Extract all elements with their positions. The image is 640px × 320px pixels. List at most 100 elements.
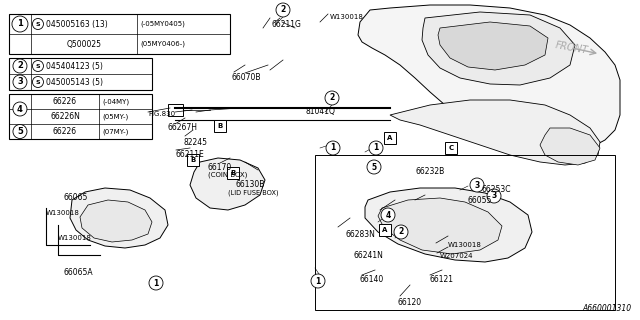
Text: B: B xyxy=(230,170,236,176)
Text: 66121: 66121 xyxy=(430,275,454,284)
Text: 66065A: 66065A xyxy=(64,268,93,277)
Text: (05MY0406-): (05MY0406-) xyxy=(140,41,185,47)
Text: 3: 3 xyxy=(17,77,23,86)
Text: A: A xyxy=(382,227,388,233)
Text: 66226N: 66226N xyxy=(50,112,80,121)
Text: 66226: 66226 xyxy=(53,97,77,106)
Text: 1: 1 xyxy=(17,20,23,28)
FancyBboxPatch shape xyxy=(379,224,391,236)
Text: B: B xyxy=(218,123,223,129)
Text: 1: 1 xyxy=(373,143,379,153)
Circle shape xyxy=(381,208,395,222)
Text: W130018: W130018 xyxy=(58,235,92,241)
FancyBboxPatch shape xyxy=(445,142,457,154)
Text: (COIN BOX): (COIN BOX) xyxy=(208,172,248,179)
Text: A: A xyxy=(387,135,393,141)
Text: W130018: W130018 xyxy=(330,14,364,20)
Text: 66211E: 66211E xyxy=(175,150,204,159)
Polygon shape xyxy=(190,158,265,210)
Polygon shape xyxy=(358,5,620,152)
Polygon shape xyxy=(70,188,168,248)
Polygon shape xyxy=(390,100,600,165)
Text: 66226: 66226 xyxy=(53,127,77,136)
Text: 66253C: 66253C xyxy=(482,185,511,194)
Text: 5: 5 xyxy=(17,127,23,136)
FancyBboxPatch shape xyxy=(9,14,230,54)
Text: 66232B: 66232B xyxy=(415,167,444,176)
Text: 045005143 (5): 045005143 (5) xyxy=(46,77,103,86)
Circle shape xyxy=(325,91,339,105)
FancyBboxPatch shape xyxy=(214,120,226,132)
Circle shape xyxy=(369,141,383,155)
Text: 3: 3 xyxy=(492,191,497,201)
Circle shape xyxy=(326,141,340,155)
Text: 5: 5 xyxy=(371,163,376,172)
Text: C: C xyxy=(449,145,454,151)
Text: B: B xyxy=(190,157,196,163)
Polygon shape xyxy=(365,188,532,262)
Text: 81041Q: 81041Q xyxy=(305,107,335,116)
Polygon shape xyxy=(438,22,548,70)
Circle shape xyxy=(33,76,44,87)
Text: 66267H: 66267H xyxy=(168,123,198,132)
Circle shape xyxy=(276,3,290,17)
Circle shape xyxy=(12,16,28,32)
Polygon shape xyxy=(378,198,502,254)
Text: W130018: W130018 xyxy=(448,242,482,248)
Bar xyxy=(168,104,183,116)
FancyBboxPatch shape xyxy=(384,132,396,144)
Circle shape xyxy=(311,274,325,288)
Text: 66211G: 66211G xyxy=(272,20,302,29)
Text: 1: 1 xyxy=(330,143,335,153)
Polygon shape xyxy=(540,128,600,165)
Text: 3: 3 xyxy=(474,180,479,189)
Text: 82245: 82245 xyxy=(184,138,208,147)
Circle shape xyxy=(149,276,163,290)
Text: 66120: 66120 xyxy=(398,298,422,307)
Circle shape xyxy=(13,75,27,89)
Circle shape xyxy=(394,225,408,239)
Text: 66170: 66170 xyxy=(208,163,232,172)
Text: S: S xyxy=(36,79,40,84)
Text: FIG.830: FIG.830 xyxy=(148,111,175,117)
Circle shape xyxy=(367,160,381,174)
Text: (-04MY): (-04MY) xyxy=(102,98,129,105)
Text: 1: 1 xyxy=(316,276,321,285)
Text: FRONT: FRONT xyxy=(555,40,589,56)
Text: 2: 2 xyxy=(17,61,23,70)
FancyBboxPatch shape xyxy=(9,94,152,139)
Text: 66055: 66055 xyxy=(468,196,492,205)
Text: (05MY-): (05MY-) xyxy=(102,113,128,120)
Text: 4: 4 xyxy=(385,211,390,220)
Circle shape xyxy=(470,178,484,192)
Circle shape xyxy=(487,189,501,203)
Text: W207024: W207024 xyxy=(440,253,474,259)
Polygon shape xyxy=(422,12,575,85)
Text: 66241N: 66241N xyxy=(354,251,384,260)
Text: S: S xyxy=(36,21,40,27)
Text: (LID FUSE BOX): (LID FUSE BOX) xyxy=(228,189,278,196)
Text: 66070B: 66070B xyxy=(232,73,262,82)
Text: A660001310: A660001310 xyxy=(583,304,632,313)
Circle shape xyxy=(13,59,27,73)
FancyBboxPatch shape xyxy=(9,58,152,90)
Circle shape xyxy=(13,124,27,139)
Text: 66065: 66065 xyxy=(64,193,88,202)
Text: 4: 4 xyxy=(17,105,23,114)
Text: W130018: W130018 xyxy=(46,210,80,216)
Text: S: S xyxy=(36,63,40,68)
Circle shape xyxy=(33,19,44,29)
Text: 2: 2 xyxy=(330,93,335,102)
Text: 66140: 66140 xyxy=(360,275,384,284)
Text: (07MY-): (07MY-) xyxy=(102,128,129,135)
Circle shape xyxy=(33,60,44,71)
Text: Q500025: Q500025 xyxy=(67,39,102,49)
Text: 045404123 (5): 045404123 (5) xyxy=(46,61,103,70)
Circle shape xyxy=(13,102,27,116)
Text: 66283N: 66283N xyxy=(345,230,375,239)
Bar xyxy=(315,155,615,310)
Text: 2: 2 xyxy=(398,228,404,236)
Text: 1: 1 xyxy=(154,278,159,287)
FancyBboxPatch shape xyxy=(187,154,199,166)
Polygon shape xyxy=(80,200,152,242)
